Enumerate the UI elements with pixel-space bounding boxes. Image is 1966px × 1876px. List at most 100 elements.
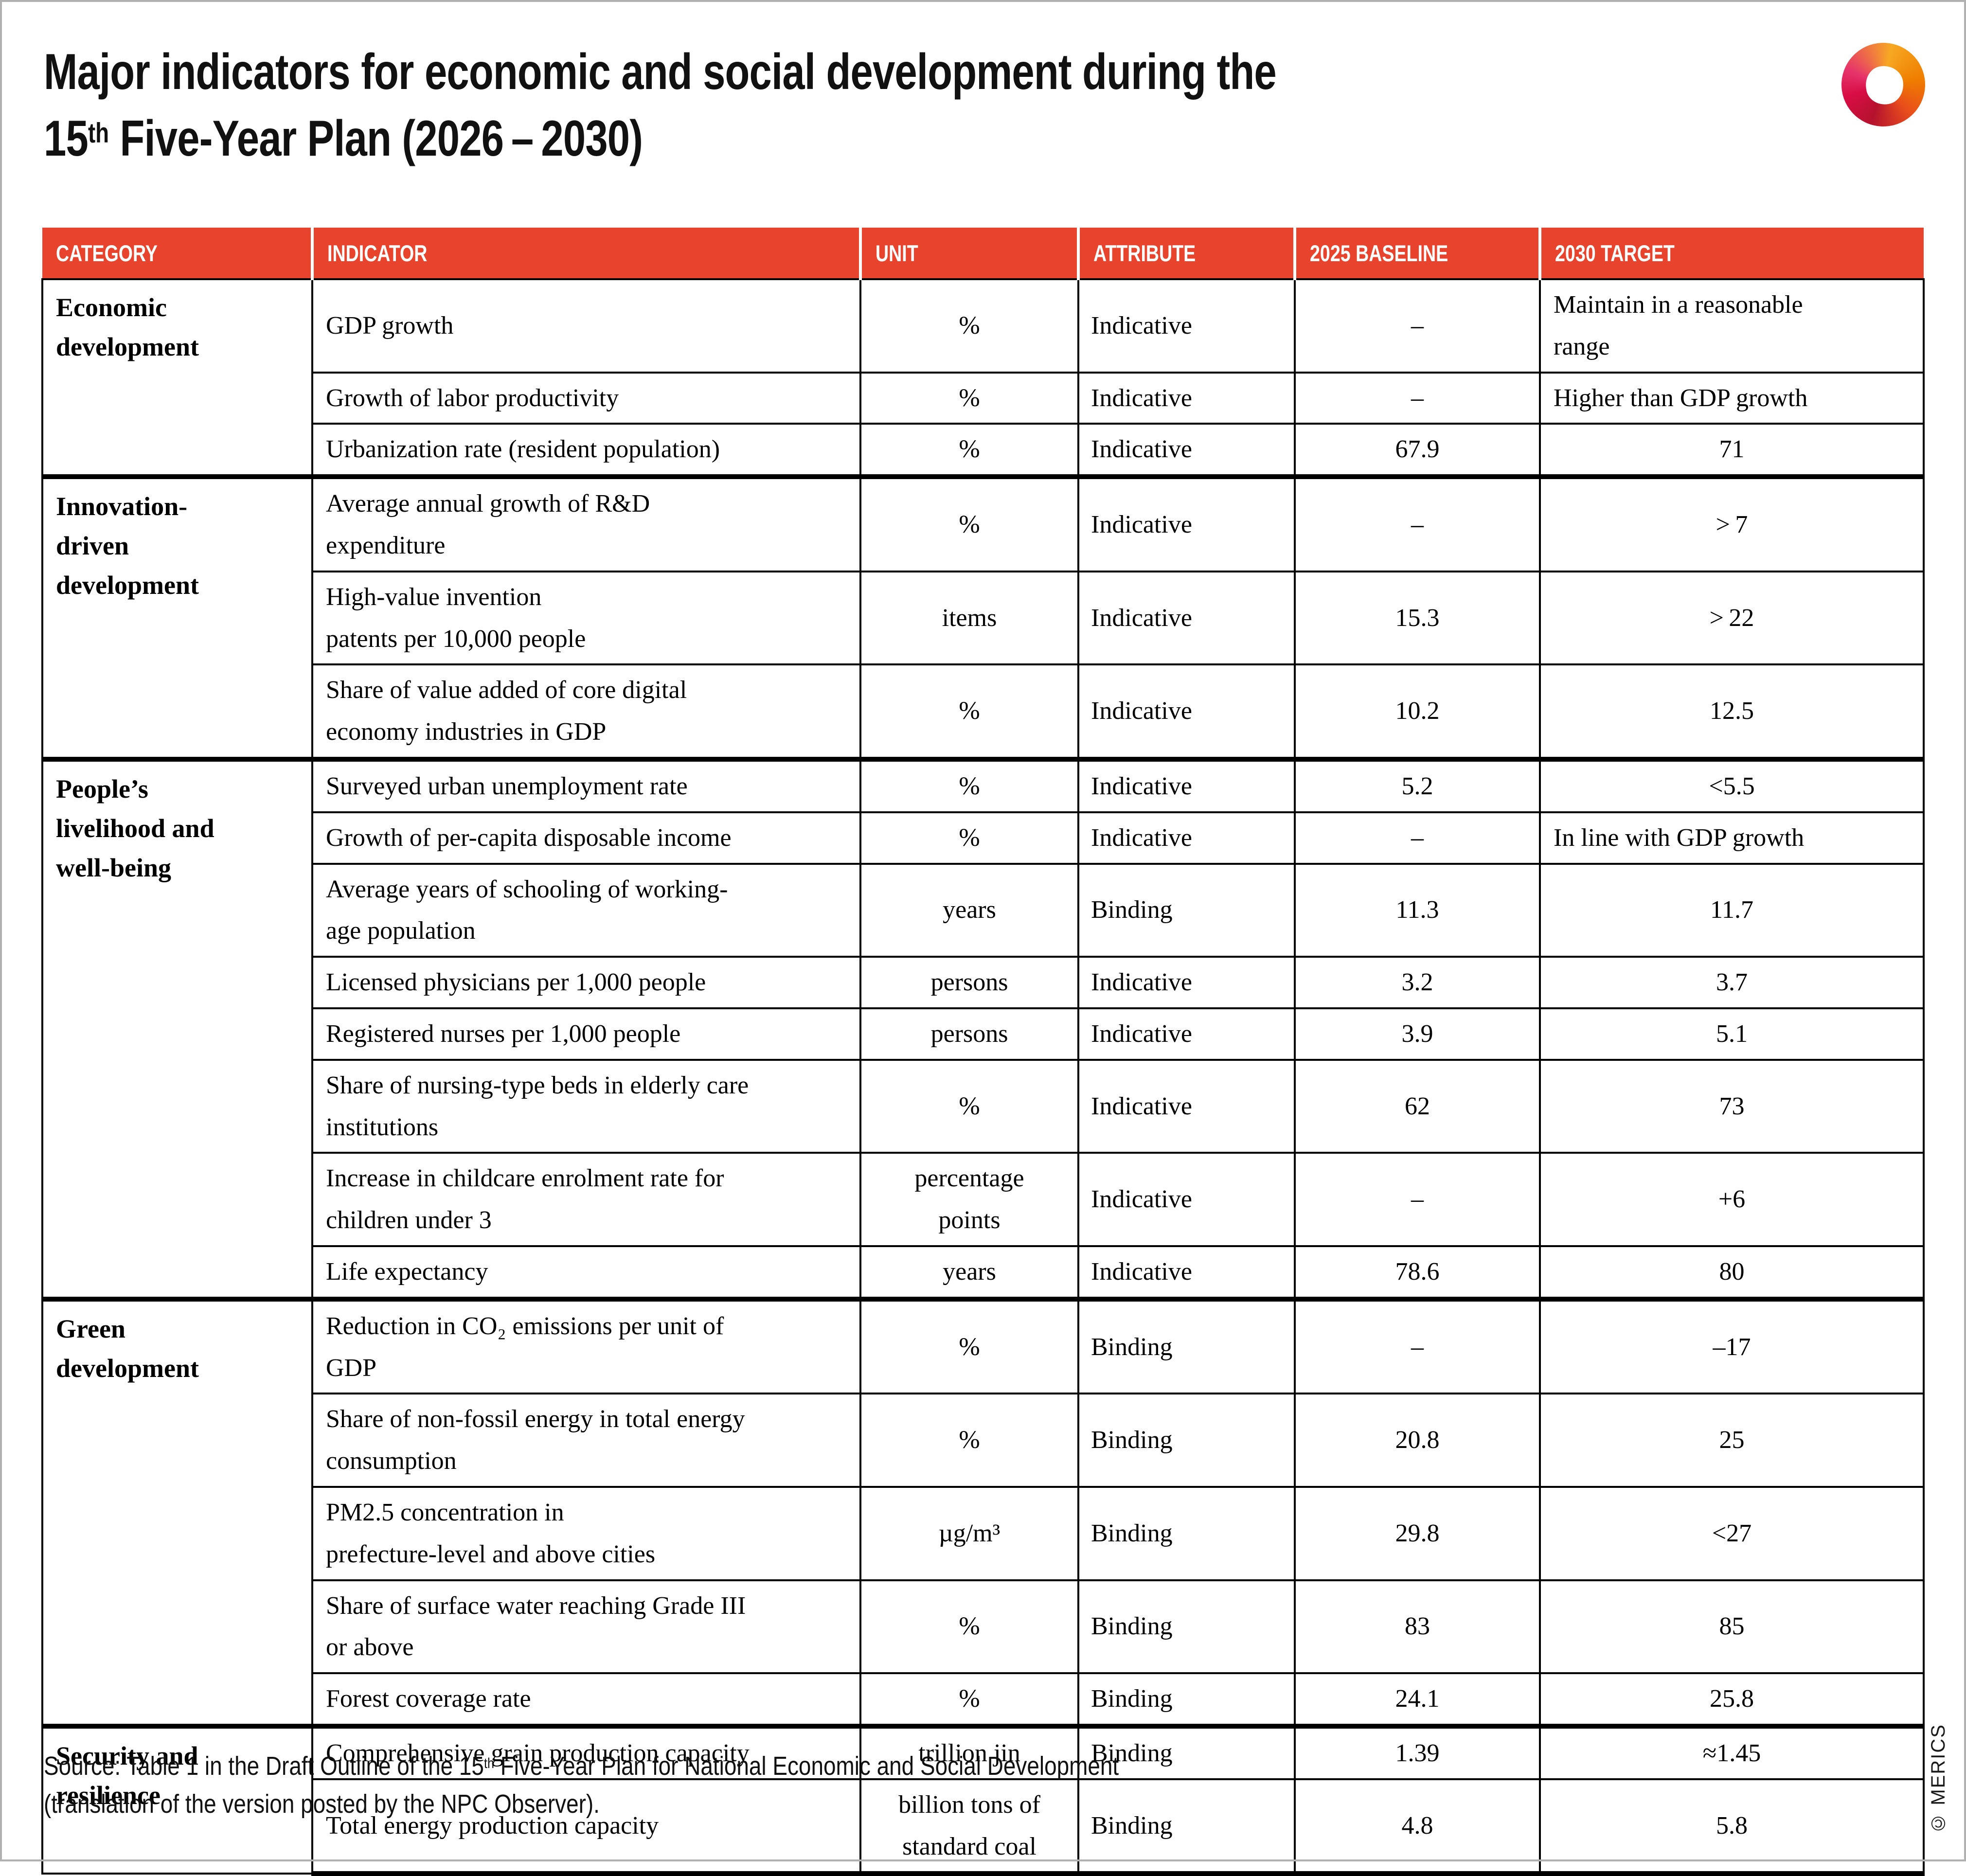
target-cell: 11.7 (1539, 862, 1925, 958)
baseline-cell: 3.9 (1294, 1007, 1541, 1061)
baseline-cell: 5.2 (1294, 756, 1541, 813)
table-row: Innovation- driven development Average an… (41, 474, 1925, 760)
target-cell: ≈1.45 (1539, 1723, 1925, 1780)
unit-cell: items (859, 570, 1079, 666)
unit-cell: % (859, 474, 1079, 572)
attribute-cell: Binding (1077, 1723, 1296, 1780)
table-row: PM2.5 concentration in prefecture-level … (42, 1485, 1925, 1581)
indicator-cell: High-value invention patents per 10,000 … (311, 570, 861, 666)
indicator-cell: Increase in childcare enrolment rate for… (311, 1152, 861, 1247)
indicator-cell: Share of non-fossil energy in total ener… (311, 1393, 861, 1488)
unit-cell: % (859, 1296, 1079, 1395)
indicator-cell: Registered nurses per 1,000 people (311, 1007, 861, 1061)
unit-cell: % (859, 278, 1079, 374)
target-cell: > 7 (1539, 474, 1925, 572)
attribute-cell: Binding (1077, 1672, 1296, 1727)
indicator-cell: Share of value added of core digital eco… (311, 663, 861, 760)
indicator-cell: PM2.5 concentration in prefecture-level … (311, 1485, 861, 1581)
table-row: High-value invention patents per 10,000 … (42, 570, 1925, 666)
indicators-table: CATEGORY INDICATOR UNIT ATTRIBUTE 2025 B… (41, 228, 1925, 1876)
attribute-cell: Indicative (1077, 423, 1296, 478)
attribute-cell: Binding (1077, 1579, 1296, 1675)
unit-cell: % (859, 1672, 1079, 1727)
table-row: Share of nursing-type beds in elderly ca… (42, 1058, 1925, 1154)
attribute-cell: Indicative (1077, 1152, 1296, 1247)
unit-cell: persons (859, 956, 1079, 1009)
merics-logo-icon (1836, 37, 1931, 132)
category-cell: Innovation- driven development (41, 474, 313, 760)
table-row: Growth of labor productivity% Indicative –… (42, 371, 1925, 425)
attribute-cell: Indicative (1077, 1007, 1296, 1061)
target-cell: 85 (1539, 1579, 1925, 1675)
column-header-attribute: ATTRIBUTE (1077, 228, 1295, 279)
table-row: Registered nurses per 1,000 people person… (42, 1007, 1925, 1061)
table-row: People’s livelihood and well-being Survey… (41, 756, 1925, 1300)
baseline-cell: 67.9 (1294, 423, 1541, 478)
attribute-cell: Indicative (1077, 570, 1296, 666)
indicator-cell: Surveyed urban unemployment rate (311, 756, 861, 813)
attribute-cell: Binding (1077, 1393, 1296, 1488)
baseline-cell: 3.2 (1294, 956, 1541, 1009)
baseline-cell: 1.39 (1294, 1723, 1541, 1780)
indicator-cell: Forest coverage rate (311, 1672, 861, 1727)
attribute-cell: Indicative (1077, 474, 1296, 572)
unit-cell: % (859, 811, 1079, 865)
attribute-cell: Binding (1077, 862, 1296, 958)
target-cell: 3.7 (1539, 956, 1925, 1009)
attribute-cell: Indicative (1077, 811, 1296, 865)
category-cell: Green development (41, 1296, 313, 1727)
target-cell: 12.5 (1539, 663, 1925, 760)
table-row: Increase in childcare enrolment rate for… (42, 1152, 1925, 1247)
copyright-merics: © MERICS (1928, 1724, 1949, 1834)
table-row: Economic development GDP growth% Indicativ… (41, 278, 1925, 478)
target-cell: 25 (1539, 1393, 1925, 1488)
target-cell: 5.8 (1539, 1778, 1925, 1876)
category-cell: Economic development (41, 278, 313, 478)
baseline-cell: 20.8 (1294, 1393, 1541, 1488)
indicator-cell: Growth of labor productivity (311, 371, 861, 425)
target-cell: Maintain in a reasonable range (1539, 278, 1925, 374)
attribute-cell: Indicative (1077, 956, 1296, 1009)
indicator-cell: GDP growth (311, 278, 861, 374)
unit-cell: % (859, 1058, 1079, 1154)
page-title-line2: 15th Five-Year Plan (2026 – 2030) (44, 110, 643, 167)
baseline-cell: 78.6 (1294, 1245, 1541, 1300)
attribute-cell: Indicative (1077, 663, 1296, 760)
baseline-cell: – (1294, 278, 1541, 374)
unit-cell: µg/m³ (859, 1485, 1079, 1581)
table-row: Share of value added of core digital eco… (42, 663, 1925, 760)
target-cell: <27 (1539, 1485, 1925, 1581)
target-cell: 80 (1539, 1245, 1925, 1300)
unit-cell: % (859, 1393, 1079, 1488)
superscript-th: th (88, 117, 109, 149)
table-row: Forest coverage rate% Binding 24.1 25.8 (42, 1672, 1925, 1727)
baseline-cell: 24.1 (1294, 1672, 1541, 1727)
unit-cell: % (859, 663, 1079, 760)
attribute-cell: Binding (1077, 1485, 1296, 1581)
target-cell: 73 (1539, 1058, 1925, 1154)
table-row: Urbanization rate (resident population)%… (42, 423, 1925, 478)
target-cell: <5.5 (1539, 756, 1925, 813)
attribute-cell: Indicative (1077, 1058, 1296, 1154)
unit-cell: years (859, 862, 1079, 958)
target-cell: 71 (1539, 423, 1925, 478)
attribute-cell: Indicative (1077, 278, 1296, 374)
table-row: Growth of per-capita disposable income% I… (42, 811, 1925, 865)
baseline-cell: 15.3 (1294, 570, 1541, 666)
column-header-indicator: INDICATOR (311, 228, 860, 279)
baseline-cell: – (1294, 371, 1541, 425)
table-header-row: CATEGORY INDICATOR UNIT ATTRIBUTE 2025 B… (42, 228, 1924, 279)
unit-cell: % (859, 371, 1079, 425)
table-row: Green development Reduction in CO₂ emissi… (41, 1296, 1925, 1727)
target-cell: 5.1 (1539, 1007, 1925, 1061)
column-header-unit: UNIT (859, 228, 1078, 279)
baseline-cell: 10.2 (1294, 663, 1541, 760)
baseline-cell: 4.8 (1294, 1778, 1541, 1876)
column-header-2025-baseline: 2025 BASELINE (1293, 228, 1540, 279)
target-cell: Higher than GDP growth (1539, 371, 1925, 425)
indicator-cell: Life expectancy (311, 1245, 861, 1300)
baseline-cell: – (1294, 1152, 1541, 1247)
baseline-cell: 83 (1294, 1579, 1541, 1675)
unit-cell: percentage points (859, 1152, 1079, 1247)
unit-cell: trillion jin (859, 1723, 1079, 1780)
